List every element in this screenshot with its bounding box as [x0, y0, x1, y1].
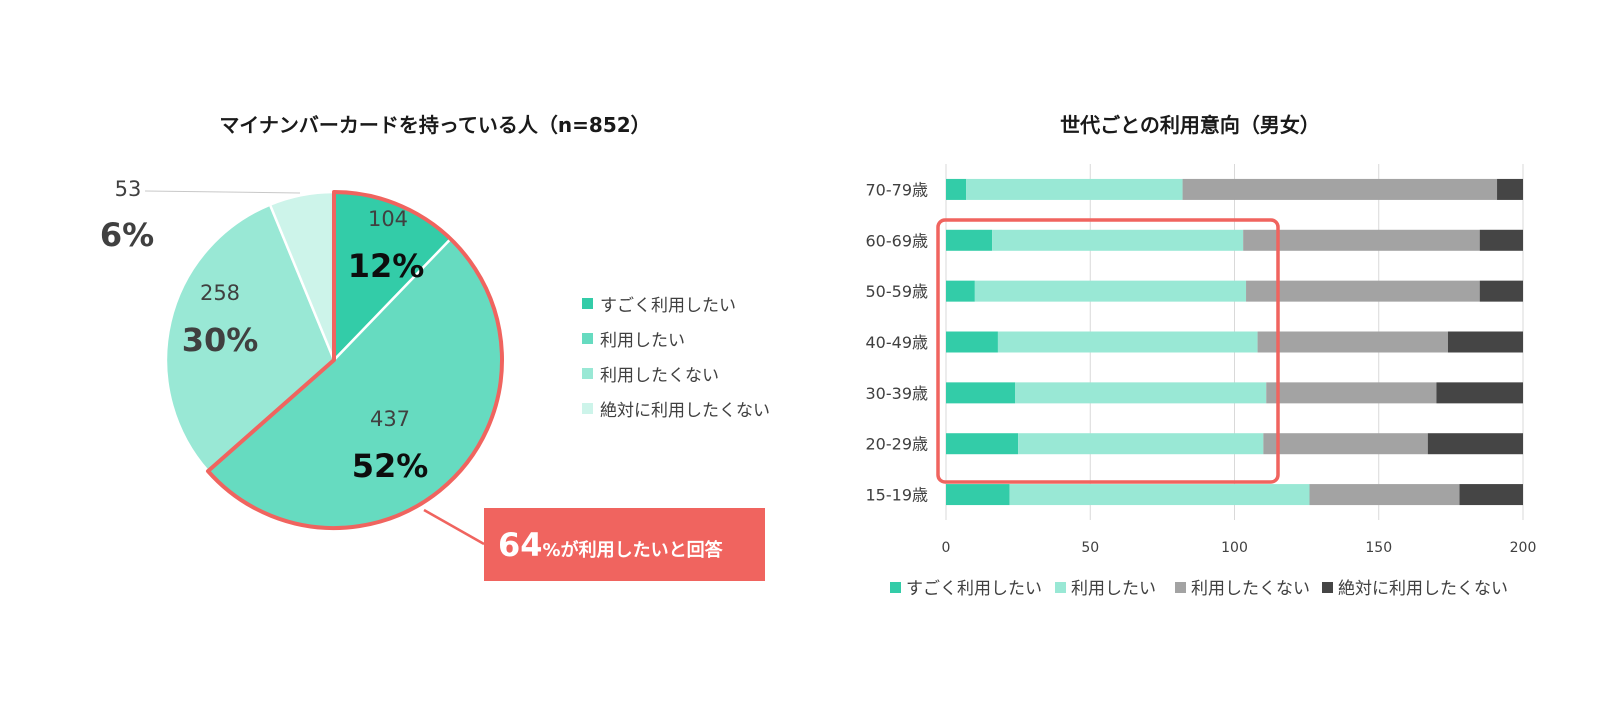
bar-15-19歳-series-1	[946, 484, 1010, 506]
bar-50-59歳-series-1	[946, 280, 975, 302]
bar-60-69歳-series-1	[946, 229, 993, 251]
bar-60-69歳-series-4	[1479, 229, 1523, 251]
bar-70-79歳-series-1	[946, 178, 967, 200]
bar-70-79歳-series-2	[966, 178, 1183, 200]
pie-legend-label-want: 利用したい	[600, 331, 685, 351]
slice-1-percent: 12%	[348, 247, 425, 285]
bar-legend-swatch-1	[890, 582, 901, 593]
bar-legend-label-1: すごく利用したい	[906, 579, 1042, 599]
bar-40-49歳-series-3	[1257, 331, 1448, 353]
pie-legend-swatch-very-want	[582, 298, 593, 309]
bar-40-49歳-series-1	[946, 331, 998, 353]
bar-legend: すごく利用したい 利用したい 利用したくない 絶対に利用したくない	[890, 579, 1508, 599]
pie-legend: すごく利用したい 利用したい 利用したくない 絶対に利用したくない	[582, 296, 770, 421]
bar-category-label: 70-79歳	[866, 180, 929, 199]
bar-legend-swatch-4	[1322, 582, 1333, 593]
bar-category-label: 50-59歳	[866, 282, 929, 301]
bar-legend-label-4: 絶対に利用したくない	[1338, 579, 1508, 599]
bar-50-59歳-series-4	[1479, 280, 1523, 302]
bar-60-69歳-series-3	[1243, 229, 1480, 251]
pie-legend-label-very-want: すごく利用したい	[600, 296, 736, 316]
bar-30-39歳-series-3	[1266, 382, 1437, 404]
slice-2-percent: 52%	[352, 447, 429, 485]
bar-20-29歳-series-2	[1018, 433, 1264, 455]
pie-legend-swatch-not-want	[582, 368, 593, 379]
bar-series	[946, 178, 1523, 506]
pie-legend-label-never: 絶対に利用したくない	[600, 401, 770, 421]
bar-category-label: 60-69歳	[866, 231, 929, 250]
bar-x-tick-100: 100	[1221, 540, 1248, 556]
pie-slices	[164, 190, 504, 530]
bar-40-49歳-series-4	[1447, 331, 1523, 353]
slice-4-leader-line	[144, 190, 301, 194]
bar-legend-swatch-3	[1175, 582, 1186, 593]
annotation-suffix: %が利用したいと回答	[543, 539, 724, 561]
pie-legend-swatch-never	[582, 403, 593, 414]
slice-1-count: 104	[368, 207, 408, 231]
bar-50-59歳-series-3	[1246, 280, 1480, 302]
slice-3-count: 258	[200, 281, 240, 305]
bar-50-59歳-series-2	[974, 280, 1247, 302]
bar-x-tick-0: 0	[942, 540, 951, 556]
bar-x-tick-200: 200	[1510, 540, 1537, 556]
bar-30-39歳-series-4	[1436, 382, 1523, 404]
pie-chart: マイナンバーカードを持っている人（n=852） 104 12% 437 52% …	[100, 113, 770, 581]
bar-x-tick-labels: 0 50 100 150 200	[942, 540, 1537, 556]
bar-40-49歳-series-2	[997, 331, 1258, 353]
bar-70-79歳-series-4	[1497, 178, 1523, 200]
bar-chart: 世代ごとの利用意向（男女） 70-79歳 60-69歳 50-59歳 40-49歳 30…	[866, 113, 1537, 599]
bar-30-39歳-series-2	[1015, 382, 1267, 404]
bar-60-69歳-series-2	[992, 229, 1244, 251]
bar-category-label: 30-39歳	[866, 384, 929, 403]
slice-3-percent: 30%	[182, 321, 259, 359]
bar-20-29歳-series-1	[946, 433, 1019, 455]
bar-legend-label-3: 利用したくない	[1191, 579, 1310, 599]
annotation-leader-line	[423, 508, 485, 546]
bar-x-tick-150: 150	[1365, 540, 1392, 556]
pie-legend-label-not-want: 利用したくない	[600, 366, 719, 386]
pie-chart-title: マイナンバーカードを持っている人（n=852）	[219, 113, 650, 137]
slice-4-count: 53	[115, 177, 142, 201]
bar-category-label: 40-49歳	[866, 333, 929, 352]
bar-category-labels: 70-79歳 60-69歳 50-59歳 40-49歳 30-39歳 20-29歳 15-1…	[866, 180, 929, 504]
bar-30-39歳-series-1	[946, 382, 1016, 404]
bar-category-label: 20-29歳	[866, 435, 929, 454]
bar-20-29歳-series-4	[1427, 433, 1523, 455]
pie-slice-3	[164, 203, 336, 473]
annotation-box	[484, 508, 765, 581]
pie-highlight-outline	[206, 190, 504, 530]
pie-legend-swatch-want	[582, 333, 593, 344]
bar-legend-swatch-2	[1055, 582, 1066, 593]
bar-category-label: 15-19歳	[866, 486, 929, 505]
bar-15-19歳-series-4	[1459, 484, 1523, 506]
annotation-text: 64%が利用したいと回答	[498, 526, 724, 564]
annotation-number: 64	[498, 526, 543, 564]
slice-2-count: 437	[370, 407, 410, 431]
bar-x-tick-50: 50	[1081, 540, 1099, 556]
bar-20-29歳-series-3	[1263, 433, 1428, 455]
bar-legend-label-2: 利用したい	[1071, 579, 1156, 599]
slice-4-percent: 6%	[100, 216, 154, 254]
bar-chart-title: 世代ごとの利用意向（男女）	[1060, 113, 1320, 137]
bar-70-79歳-series-3	[1182, 178, 1498, 200]
highlight-box	[936, 218, 1280, 484]
bar-15-19歳-series-2	[1009, 484, 1310, 506]
bar-15-19歳-series-3	[1309, 484, 1460, 506]
